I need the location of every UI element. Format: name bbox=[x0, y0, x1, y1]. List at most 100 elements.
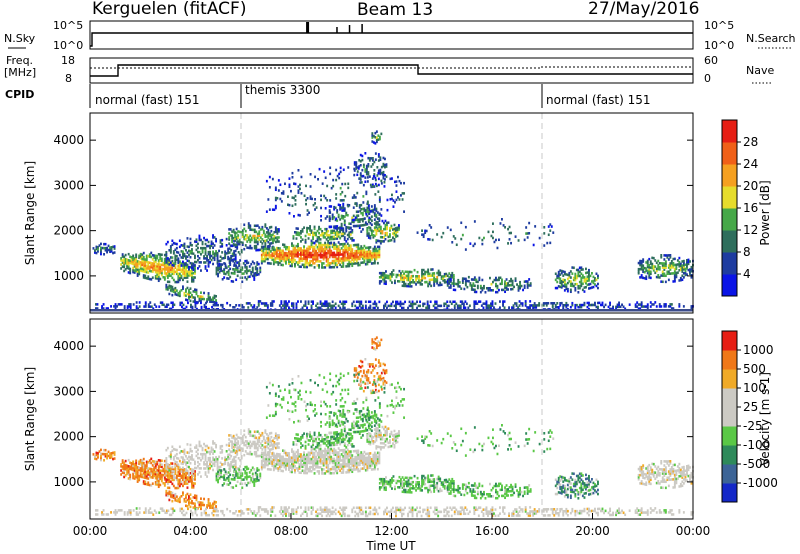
power-cell bbox=[289, 260, 292, 264]
power-cell bbox=[422, 274, 425, 278]
power-cell bbox=[171, 289, 174, 293]
velocity-cell bbox=[172, 468, 175, 471]
velocity-cell bbox=[265, 445, 268, 448]
power-cell bbox=[241, 241, 244, 245]
power-cell bbox=[372, 251, 375, 255]
power-cell bbox=[505, 286, 508, 289]
power-cell bbox=[472, 278, 475, 281]
power-cell bbox=[306, 249, 309, 253]
power-cell bbox=[583, 276, 586, 279]
power-cell bbox=[198, 299, 201, 302]
power-cell bbox=[294, 246, 296, 250]
velocity-cell bbox=[201, 501, 204, 505]
power-cell bbox=[333, 208, 336, 211]
power-cell bbox=[340, 222, 343, 226]
power-cell bbox=[315, 243, 318, 247]
power-cell bbox=[543, 232, 546, 235]
power-cell bbox=[689, 272, 691, 275]
power-cell bbox=[583, 303, 586, 307]
power-cell bbox=[479, 300, 482, 303]
power-cell bbox=[282, 190, 285, 193]
power-cell bbox=[297, 249, 299, 252]
power-cell bbox=[330, 235, 333, 239]
power-cell bbox=[288, 258, 290, 261]
power-cell bbox=[104, 249, 107, 252]
power-cell bbox=[177, 272, 180, 276]
power-cell bbox=[398, 226, 400, 229]
power-cell bbox=[194, 303, 197, 307]
power-cell bbox=[342, 306, 345, 310]
power-cell bbox=[130, 262, 133, 265]
velocity-cell bbox=[132, 472, 135, 476]
velocity-cell bbox=[206, 506, 209, 509]
velocity-cell bbox=[243, 429, 246, 433]
power-cell bbox=[454, 237, 457, 240]
power-cell bbox=[352, 244, 355, 247]
velocity-cell bbox=[218, 477, 221, 480]
power-cell bbox=[349, 250, 352, 253]
velocity-cell bbox=[271, 439, 274, 443]
power-cell bbox=[343, 259, 346, 262]
power-cell bbox=[375, 253, 378, 257]
power-cell bbox=[150, 251, 153, 255]
velocity-cell bbox=[221, 451, 224, 454]
power-cell bbox=[306, 257, 309, 261]
power-cell bbox=[372, 210, 375, 214]
velocity-cell bbox=[207, 498, 210, 501]
velocity-cell bbox=[163, 476, 166, 479]
power-cell bbox=[258, 238, 261, 242]
power-cell bbox=[337, 241, 340, 244]
power-cell bbox=[295, 302, 298, 305]
power-cell bbox=[461, 281, 464, 284]
power-cell bbox=[395, 235, 397, 238]
power-cell bbox=[383, 236, 385, 239]
power-cell bbox=[212, 298, 215, 302]
power-cell bbox=[272, 258, 275, 262]
velocity-cell bbox=[135, 467, 138, 471]
power-cell bbox=[374, 142, 377, 145]
power-cell bbox=[508, 225, 511, 229]
power-cell bbox=[185, 274, 187, 277]
velocity-cell bbox=[127, 467, 130, 470]
velocity-cell bbox=[206, 475, 209, 478]
velocity-cell bbox=[166, 478, 169, 481]
velocity-cell bbox=[277, 467, 280, 470]
velocity-cell bbox=[272, 458, 275, 462]
power-cell bbox=[360, 261, 363, 265]
power-cell bbox=[203, 303, 206, 307]
power-cell bbox=[367, 226, 370, 229]
power-cell bbox=[526, 236, 529, 239]
power-cell bbox=[177, 274, 180, 278]
velocity-cell bbox=[148, 475, 151, 479]
power-cell bbox=[265, 257, 268, 261]
power-cell bbox=[492, 289, 494, 292]
power-cell bbox=[364, 152, 367, 155]
velocity-cell bbox=[150, 476, 153, 479]
velocity-cell bbox=[225, 450, 228, 453]
power-cell bbox=[183, 263, 186, 266]
velocity-cell bbox=[178, 472, 181, 476]
velocity-cell bbox=[225, 443, 228, 447]
power-cell bbox=[144, 270, 147, 274]
power-cell bbox=[379, 156, 382, 159]
power-cell bbox=[271, 239, 274, 243]
power-cell bbox=[180, 270, 183, 274]
power-cell bbox=[264, 243, 267, 247]
power-cell bbox=[355, 262, 358, 265]
power-cell bbox=[580, 280, 583, 284]
power-cell bbox=[389, 277, 392, 280]
power-cell bbox=[181, 305, 183, 309]
power-cell bbox=[581, 282, 584, 286]
velocity-cell bbox=[228, 438, 231, 441]
power-cell bbox=[428, 274, 431, 278]
velocity-cell bbox=[95, 453, 98, 457]
velocity-cell bbox=[258, 436, 261, 439]
power-cell bbox=[287, 195, 289, 198]
velocity-cell bbox=[217, 480, 220, 484]
power-cell bbox=[250, 228, 253, 232]
power-cell bbox=[343, 300, 346, 304]
power-cell bbox=[198, 295, 201, 298]
velocity-cell bbox=[191, 470, 193, 473]
power-cell bbox=[580, 305, 583, 309]
power-cell bbox=[154, 256, 157, 260]
